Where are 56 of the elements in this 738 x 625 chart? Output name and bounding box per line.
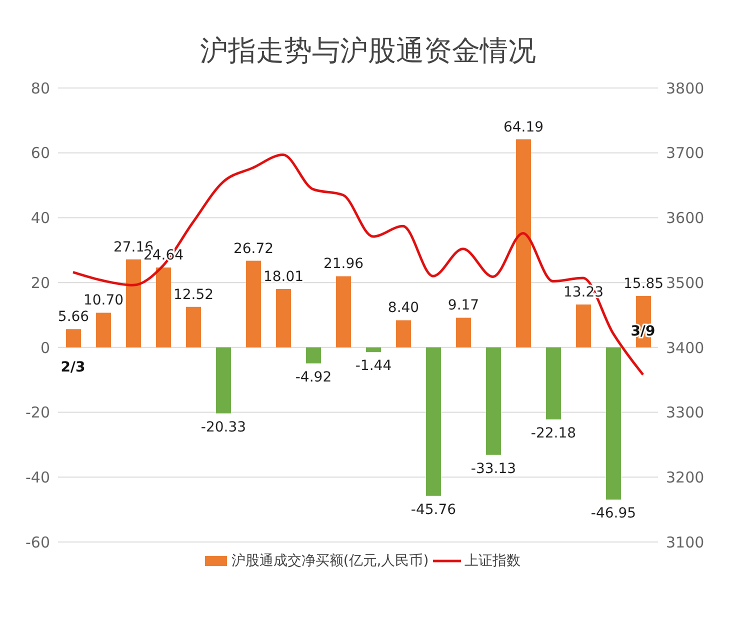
bar bbox=[156, 268, 171, 348]
data-label: -46.95 bbox=[590, 506, 636, 522]
data-label: 9.17 bbox=[448, 298, 480, 314]
legend-label: 沪股通成交净买额(亿元,人民币) bbox=[231, 552, 429, 570]
data-label: -20.33 bbox=[200, 419, 246, 436]
data-label: 64.19 bbox=[503, 119, 544, 136]
data-label: 26.72 bbox=[233, 240, 274, 257]
bar bbox=[66, 329, 81, 348]
chart-title: 沪指走势与沪股通资金情况 bbox=[199, 33, 537, 69]
data-label: 10.70 bbox=[83, 292, 124, 309]
y2-tick-label: 3400 bbox=[666, 338, 704, 357]
bar bbox=[186, 306, 201, 348]
bar bbox=[546, 347, 561, 420]
y-tick-label: 80 bbox=[30, 79, 50, 98]
bar bbox=[486, 347, 501, 455]
y-tick-label: 60 bbox=[30, 144, 50, 162]
y2-tick-label: 3500 bbox=[666, 274, 704, 292]
y-tick-label: -20 bbox=[26, 404, 50, 422]
data-label: -45.76 bbox=[410, 502, 456, 518]
annotation: 2/3 bbox=[60, 359, 86, 376]
legend-label: 上证指数 bbox=[464, 552, 521, 570]
bar bbox=[276, 289, 291, 348]
data-label: 5.66 bbox=[58, 309, 90, 326]
y2-tick-label: 3600 bbox=[666, 209, 704, 228]
bar bbox=[246, 260, 261, 348]
data-label: -33.13 bbox=[470, 460, 516, 477]
data-label: 21.96 bbox=[323, 256, 364, 272]
bar bbox=[366, 347, 381, 352]
y2-tick-label: 3700 bbox=[666, 144, 704, 162]
y-tick-label: -60 bbox=[26, 533, 50, 552]
y-tick-label: -40 bbox=[26, 468, 50, 486]
bar bbox=[126, 259, 141, 348]
bar bbox=[606, 347, 621, 500]
data-label: 12.52 bbox=[173, 286, 214, 303]
bar bbox=[576, 304, 591, 348]
bar bbox=[96, 312, 111, 348]
bar bbox=[306, 347, 321, 364]
bar bbox=[216, 347, 231, 414]
data-label: 8.40 bbox=[388, 300, 420, 316]
data-label: 18.01 bbox=[263, 269, 304, 286]
y-tick-label: 40 bbox=[30, 209, 50, 228]
y2-tick-label: 3200 bbox=[666, 468, 704, 486]
bar bbox=[456, 318, 471, 348]
bar bbox=[516, 139, 531, 348]
bar bbox=[336, 276, 351, 348]
y2-tick-label: 3300 bbox=[666, 404, 704, 422]
bar bbox=[426, 347, 441, 496]
data-label: -4.92 bbox=[295, 369, 332, 386]
data-label: -1.44 bbox=[355, 358, 392, 374]
y2-tick-label: 3800 bbox=[666, 79, 704, 98]
y-tick-label: 20 bbox=[30, 274, 50, 292]
y-tick-label: 0 bbox=[40, 338, 50, 357]
y2-tick-label: 3100 bbox=[666, 533, 704, 552]
bar bbox=[396, 320, 411, 348]
data-label: 15.85 bbox=[623, 276, 664, 292]
data-label: -22.18 bbox=[530, 425, 576, 442]
